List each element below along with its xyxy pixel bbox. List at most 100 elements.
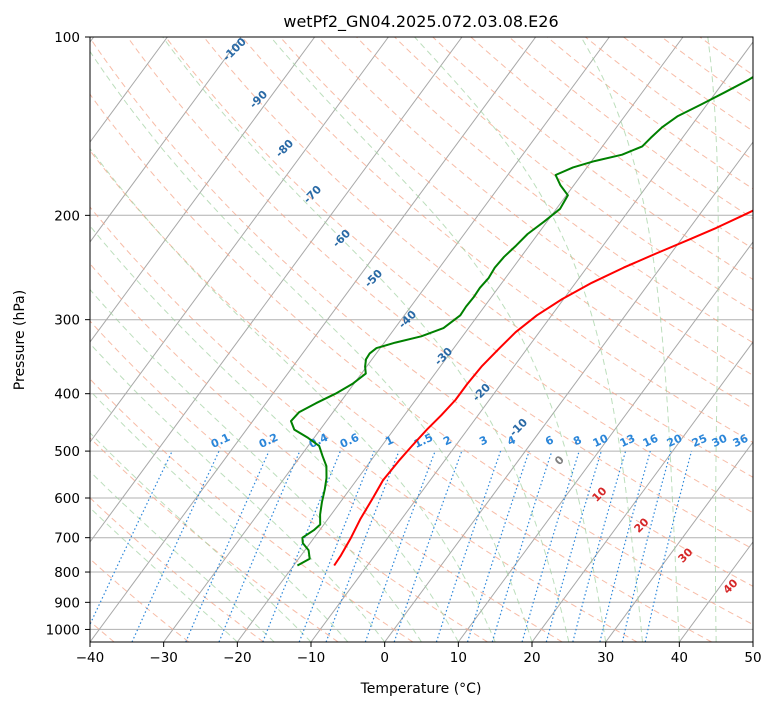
- x-tick-label: 30: [597, 650, 614, 666]
- moist-adiabat-line: [162, 37, 570, 642]
- chart-title: wetPf2_GN04.2025.072.03.08.E26: [283, 12, 558, 32]
- y-tick-label: 1000: [46, 622, 80, 638]
- dry-adiabat-label: -30: [432, 345, 455, 368]
- dry-adiabat-line: [241, 37, 753, 444]
- y-tick-label: 200: [54, 208, 80, 224]
- dry-adiabat-line: [508, 37, 753, 220]
- isotherm-line: [605, 441, 753, 642]
- moist-adiabat-line: [270, 37, 607, 642]
- dry-adiabat-label: -20: [470, 381, 493, 404]
- mixing-ratio-label: 8: [571, 433, 583, 448]
- dry-adiabat-line: [90, 37, 753, 587]
- moist-adiabat-line: [707, 37, 719, 642]
- mixing-ratio-line: [262, 450, 341, 642]
- dry-adiabat-line: [432, 37, 753, 281]
- isotherm-line: [90, 37, 463, 543]
- moist-adiabat-line: [90, 389, 349, 642]
- y-tick-label: 600: [54, 491, 80, 507]
- dry-adiabat-line: [699, 37, 753, 76]
- mixing-ratio-line: [218, 450, 301, 642]
- dry-adiabat-label: 40: [721, 576, 741, 596]
- dry-adiabat-line: [90, 263, 563, 642]
- isotherm-line: [310, 41, 753, 642]
- mixing-ratio-line: [90, 450, 173, 626]
- dry-adiabat-line: [317, 37, 753, 376]
- mixing-ratio-line: [466, 450, 530, 642]
- dry-adiabat-line: [661, 37, 753, 104]
- dry-adiabat-label: 0: [552, 453, 567, 468]
- mixing-ratio-line: [572, 450, 627, 642]
- x-axis: −40 −30 −20 −10 0 10 20 30 40 50: [76, 642, 762, 666]
- x-tick-label: −10: [297, 650, 326, 666]
- x-tick-label: −40: [76, 650, 105, 666]
- dry-adiabat-line: [165, 37, 753, 514]
- mixing-ratio-line: [435, 450, 502, 642]
- isotherm-line: [163, 37, 610, 642]
- mixing-ratio-label: 3: [477, 433, 489, 448]
- dry-adiabat-line: [90, 437, 339, 642]
- mixing-ratio-line: [545, 450, 602, 642]
- isotherm-line: [457, 241, 753, 642]
- isotherm-line: [90, 37, 242, 243]
- moist-adiabat-line: [90, 432, 312, 642]
- isotherm-line: [90, 37, 537, 642]
- isotherm-line: [90, 37, 316, 343]
- y-axis-label: Pressure (hPa): [12, 290, 28, 390]
- dry-adiabat-line: [90, 497, 264, 642]
- dry-adiabat-label: 30: [676, 545, 696, 565]
- x-tick-label: −20: [223, 650, 252, 666]
- mixing-ratio-line: [325, 450, 400, 642]
- dry-adiabat-line: [90, 378, 414, 642]
- plot-frame: [89, 36, 754, 643]
- mixing-ratio-line: [621, 450, 672, 642]
- isotherm-line: [90, 37, 389, 443]
- x-tick-label: 0: [380, 650, 389, 666]
- dry-adiabat-line: [470, 37, 753, 250]
- dry-adiabat-line: [90, 149, 712, 642]
- isotherm-line: [90, 37, 168, 143]
- x-axis-label: Temperature (°C): [360, 681, 482, 697]
- isotherm-line: [678, 541, 753, 642]
- moist-adiabat-line: [90, 470, 275, 642]
- mixing-ratio-line: [185, 450, 270, 642]
- mixing-ratio-label: 36: [731, 432, 751, 450]
- dry-adiabat-line: [546, 37, 753, 190]
- moist-adiabat-line: [90, 50, 533, 642]
- mixing-ratio-label: 0.2: [257, 431, 280, 451]
- mixing-ratio-label: 20: [665, 432, 685, 450]
- isotherm-line: [384, 141, 753, 642]
- dry-adiabat-label: -40: [396, 308, 419, 331]
- mixing-ratio-label: 10: [591, 432, 611, 450]
- isotherm-line: [752, 641, 753, 642]
- isotherm-line: [236, 37, 684, 642]
- mixing-ratio-label: 6: [543, 433, 556, 448]
- dewpoint-profile-line: [290, 75, 753, 567]
- dry-adiabat-label: -70: [301, 183, 324, 206]
- moist-adiabat-line: [580, 37, 680, 642]
- y-tick-label: 500: [54, 444, 80, 460]
- moist-adiabat-line: [90, 147, 496, 642]
- y-tick-label: 800: [54, 565, 80, 581]
- y-tick-label: 100: [54, 30, 80, 46]
- y-tick-label: 300: [54, 313, 80, 329]
- x-tick-label: 50: [744, 650, 761, 666]
- dry-adiabat-line: [394, 37, 753, 312]
- y-axis: 100 200 300 400 500 600 700 800 900 1000: [46, 30, 90, 638]
- y-tick-label: 900: [54, 595, 80, 611]
- temperature-profile-line: [333, 209, 753, 567]
- x-tick-label: 40: [671, 650, 688, 666]
- dry-adiabat-line: [90, 320, 488, 642]
- dry-adiabat-label: -100: [220, 35, 249, 64]
- moist-adiabat-line: [90, 342, 386, 642]
- moist-adiabat-line: [90, 225, 459, 642]
- plot-area: 0.1 0.2 0.4 0.6 1 1.5 2 3 4 6 8 10 13 16 20 25 30 36-100-…: [90, 35, 753, 642]
- x-tick-label: 20: [523, 650, 540, 666]
- dry-adiabat-label: -90: [247, 88, 270, 111]
- mixing-ratio-label: 1: [383, 433, 395, 448]
- dry-adiabat-label: 10: [590, 484, 610, 504]
- dry-adiabat-line: [623, 37, 753, 132]
- mixing-ratio-line: [491, 450, 553, 642]
- mixing-ratio-label: 0.1: [209, 431, 232, 451]
- dry-adiabat-line: [90, 206, 638, 642]
